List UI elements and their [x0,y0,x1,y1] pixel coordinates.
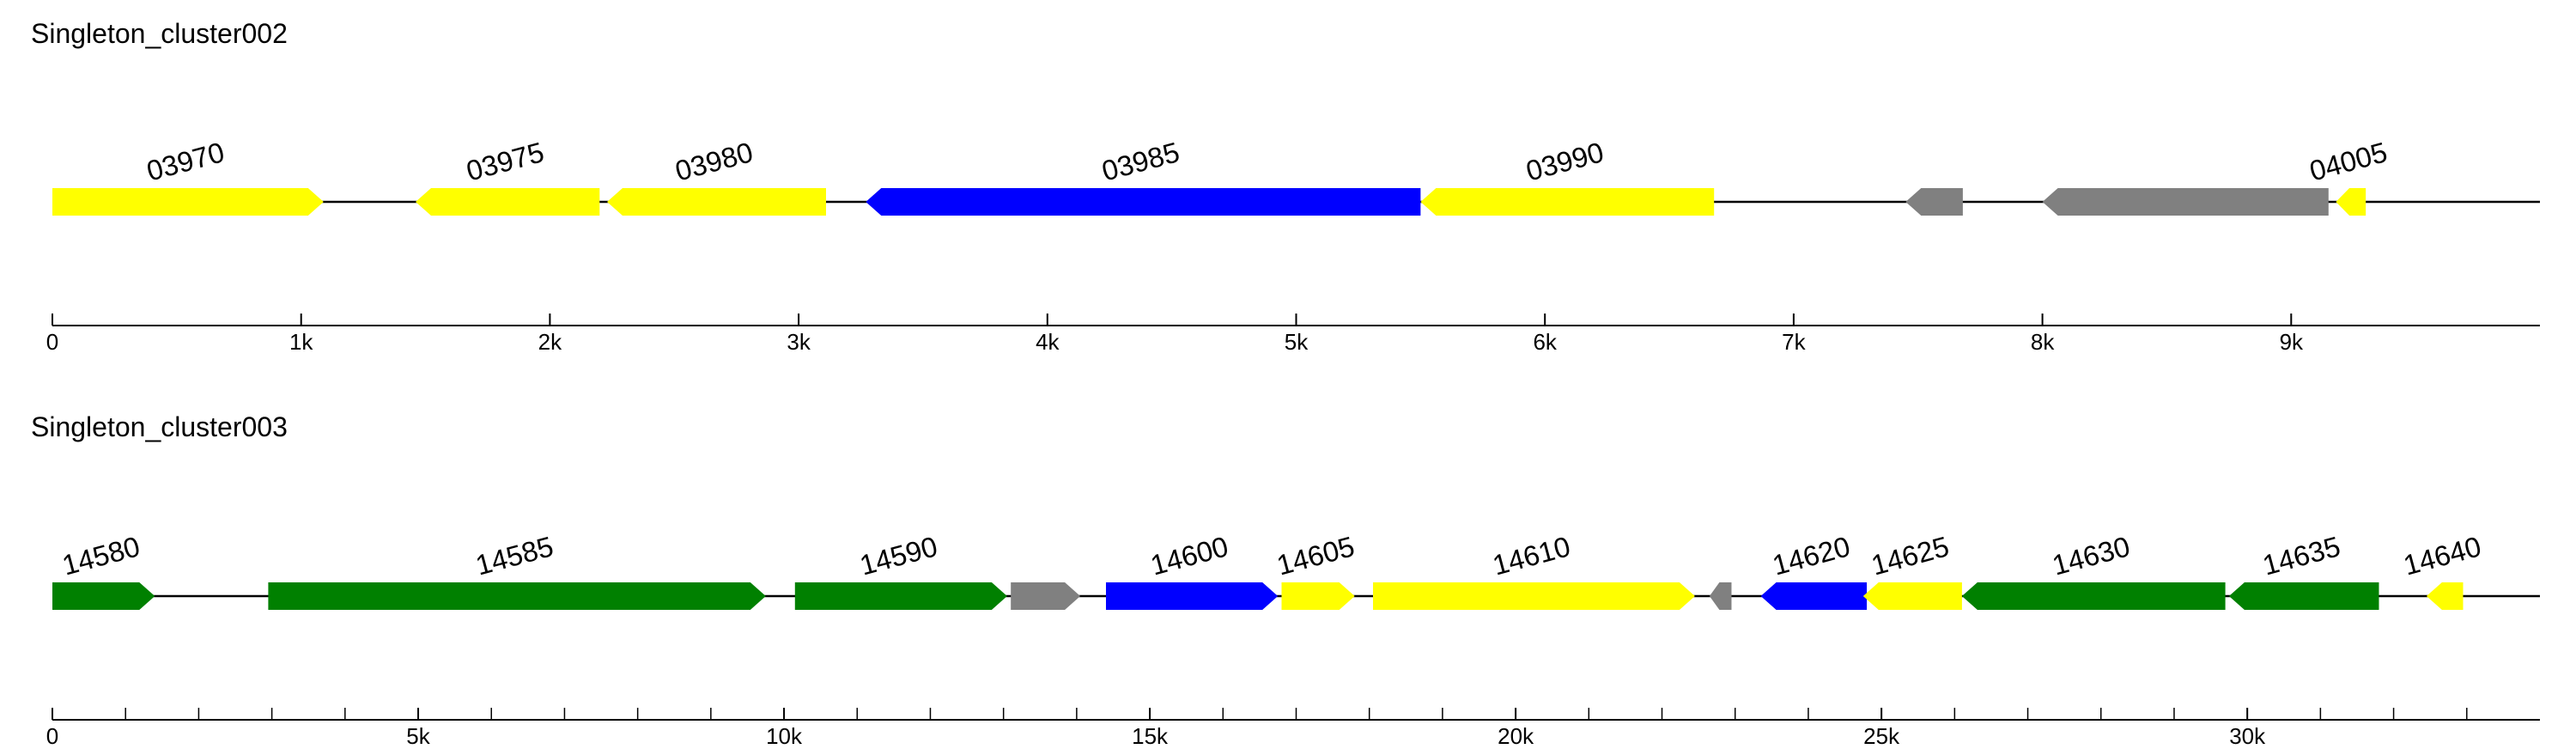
gene-arrow [52,582,155,610]
axis-tick-label: 30k [2229,723,2266,749]
gene-arrow [416,188,600,216]
gene-label: 03975 [463,136,547,186]
cluster-title: Singleton_cluster002 [31,18,288,49]
gene-label: 14635 [2259,530,2343,581]
gene-arrow [2228,582,2379,610]
gene-arrow [1905,188,1963,216]
axis-tick-label: 9k [2280,329,2304,355]
gene-label: 14620 [1769,530,1853,581]
gene-label: 14590 [856,530,940,581]
gene-arrow [1760,582,1868,610]
gene-arrow [1862,582,1962,610]
gene-track: 03970 03975 03980 03985 03990 04005 [52,136,2540,216]
gene-label: 03970 [143,136,228,186]
gene-arrow [2042,188,2329,216]
axis-tick-label: 5k [1285,329,1309,355]
axis-tick-label: 1k [289,329,313,355]
gene-label: 14610 [1489,530,1573,581]
axis-tick-label: 4k [1036,329,1060,355]
gene-label: 14630 [2049,530,2133,581]
gene-arrow [268,582,766,610]
gene-arrow [52,188,324,216]
gene-arrow [794,582,1007,610]
gene-arrow [1373,582,1695,610]
axis-tick-label: 5k [406,723,430,749]
axis-tick-label: 15k [1132,723,1169,749]
gene-arrow [1709,582,1732,610]
gene-arrow [1106,582,1279,610]
gene-label: 14580 [59,530,143,581]
gene-label: 04005 [2306,136,2391,186]
axis-tick-label: 2k [538,329,562,355]
gene-arrow [1961,582,2226,610]
gene-arrow [1281,582,1355,610]
gene-arrow [1420,188,1715,216]
gene-arrow [866,188,1421,216]
cluster-title: Singleton_cluster003 [31,411,288,442]
gene-label: 14600 [1147,530,1231,581]
position-axis: 0 1k 2k 3k 4k 5k 6k 7k 8k 9k [46,314,2540,355]
position-axis: 0 5k 10k 15k 20k 25k 30k [46,708,2540,749]
gene-label: 03980 [671,136,756,186]
axis-tick-label: 6k [1533,329,1557,355]
axis-tick-label: 3k [787,329,811,355]
gene-arrow [607,188,826,216]
axis-tick-label: 7k [1782,329,1806,355]
gene-track: 14580 14585 14590 14600 14605 14610 14620 14625… [52,530,2540,610]
axis-tick-label: 20k [1498,723,1534,749]
axis-tick-label: 25k [1863,723,1900,749]
gene-arrow [2426,582,2464,610]
gene-label: 14640 [2400,530,2484,581]
gene-label: 14625 [1868,530,1952,581]
cluster-panel-003: Singleton_cluster003 14580 14585 14590 1460… [31,411,2540,749]
gene-arrow [1011,582,1081,610]
cluster-panel-002: Singleton_cluster002 03970 03975 03980 0398… [31,18,2540,355]
axis-tick-label: 10k [766,723,803,749]
gene-label: 14605 [1273,530,1358,581]
gene-arrow [2336,188,2366,216]
axis-tick-label: 0 [46,329,58,355]
gene-label: 14585 [472,530,556,581]
gene-label: 03990 [1522,136,1607,186]
gene-label: 03985 [1098,136,1182,186]
axis-tick-label: 0 [46,723,58,749]
axis-tick-label: 8k [2031,329,2055,355]
